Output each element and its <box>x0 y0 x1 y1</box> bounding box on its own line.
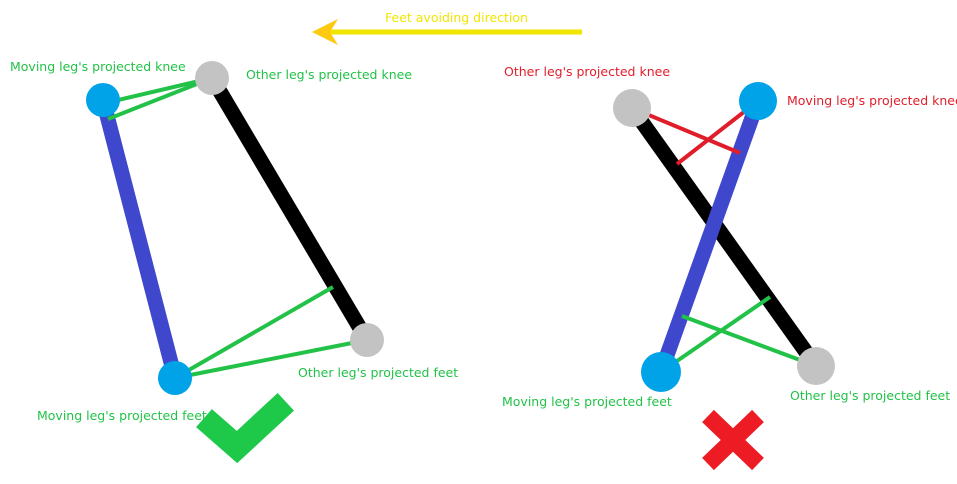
left-moving-leg <box>95 98 183 380</box>
left-moving-feet-joint <box>158 361 192 395</box>
right-moving-knee-label: Moving leg's projected knee <box>787 93 957 108</box>
right-other-leg <box>625 103 823 371</box>
left-other-feet-label: Other leg's projected feet <box>298 365 458 380</box>
direction-arrow-head <box>312 19 338 45</box>
left-other-knee-joint <box>195 61 229 95</box>
left-moving-knee-joint <box>86 83 120 117</box>
right-feet-line-a <box>659 295 772 374</box>
right-other-feet-joint <box>797 347 835 385</box>
left-other-leg <box>205 74 374 344</box>
left-moving-knee-label: Moving leg's projected knee <box>10 59 186 74</box>
right-moving-feet-label: Moving leg's projected feet <box>502 394 672 409</box>
right-other-knee-label: Other leg's projected knee <box>504 64 670 79</box>
left-feet-line-b <box>174 338 368 380</box>
right-moving-knee-joint <box>739 82 777 120</box>
check-mark-icon <box>196 393 294 464</box>
right-other-knee-joint <box>613 89 651 127</box>
right-moving-leg <box>653 98 766 375</box>
left-feet-line-a <box>174 285 334 380</box>
left-panel: Moving leg's projected knee Other leg's … <box>10 59 458 464</box>
right-panel: Other leg's projected knee Moving leg's … <box>502 64 957 471</box>
left-knee-line-b <box>107 76 213 121</box>
right-moving-feet-joint <box>641 352 681 392</box>
right-feet-line-b <box>681 314 817 368</box>
left-moving-feet-label: Moving leg's projected feet <box>37 408 207 423</box>
left-other-feet-joint <box>350 323 384 357</box>
direction-arrow <box>312 19 582 45</box>
left-other-knee-label: Other leg's projected knee <box>246 67 412 82</box>
right-knee-line-a <box>631 106 741 155</box>
direction-label: Feet avoiding direction <box>385 10 528 25</box>
right-other-feet-label: Other leg's projected feet <box>790 388 950 403</box>
cross-mark-icon <box>702 409 764 471</box>
